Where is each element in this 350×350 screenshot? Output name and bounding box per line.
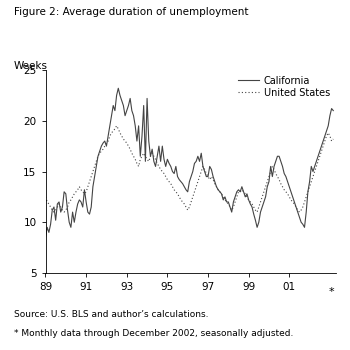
United States <box>226 202 230 206</box>
Text: Source: U.S. BLS and author’s calculations.: Source: U.S. BLS and author’s calculatio… <box>14 310 209 319</box>
California <box>116 86 120 90</box>
California <box>215 185 219 189</box>
United States <box>52 210 56 214</box>
California <box>302 225 307 230</box>
Line: United States: United States <box>46 126 333 212</box>
California <box>43 235 48 239</box>
Text: Figure 2: Average duration of unemployment: Figure 2: Average duration of unemployme… <box>14 7 248 17</box>
California <box>289 190 293 194</box>
Text: *: * <box>329 287 335 297</box>
United States <box>290 200 295 204</box>
Line: California: California <box>46 88 333 237</box>
United States <box>216 188 220 192</box>
California <box>225 200 229 204</box>
California <box>331 108 335 113</box>
United States <box>114 124 119 128</box>
California <box>246 198 251 202</box>
United States <box>304 195 308 199</box>
Text: * Monthly data through December 2002, seasonally adjusted.: * Monthly data through December 2002, se… <box>14 329 293 338</box>
Legend: California, United States: California, United States <box>234 72 334 102</box>
United States <box>98 151 102 155</box>
Text: Weeks: Weeks <box>14 61 48 71</box>
United States <box>331 137 335 141</box>
United States <box>43 195 48 199</box>
California <box>96 154 100 158</box>
United States <box>248 200 252 204</box>
